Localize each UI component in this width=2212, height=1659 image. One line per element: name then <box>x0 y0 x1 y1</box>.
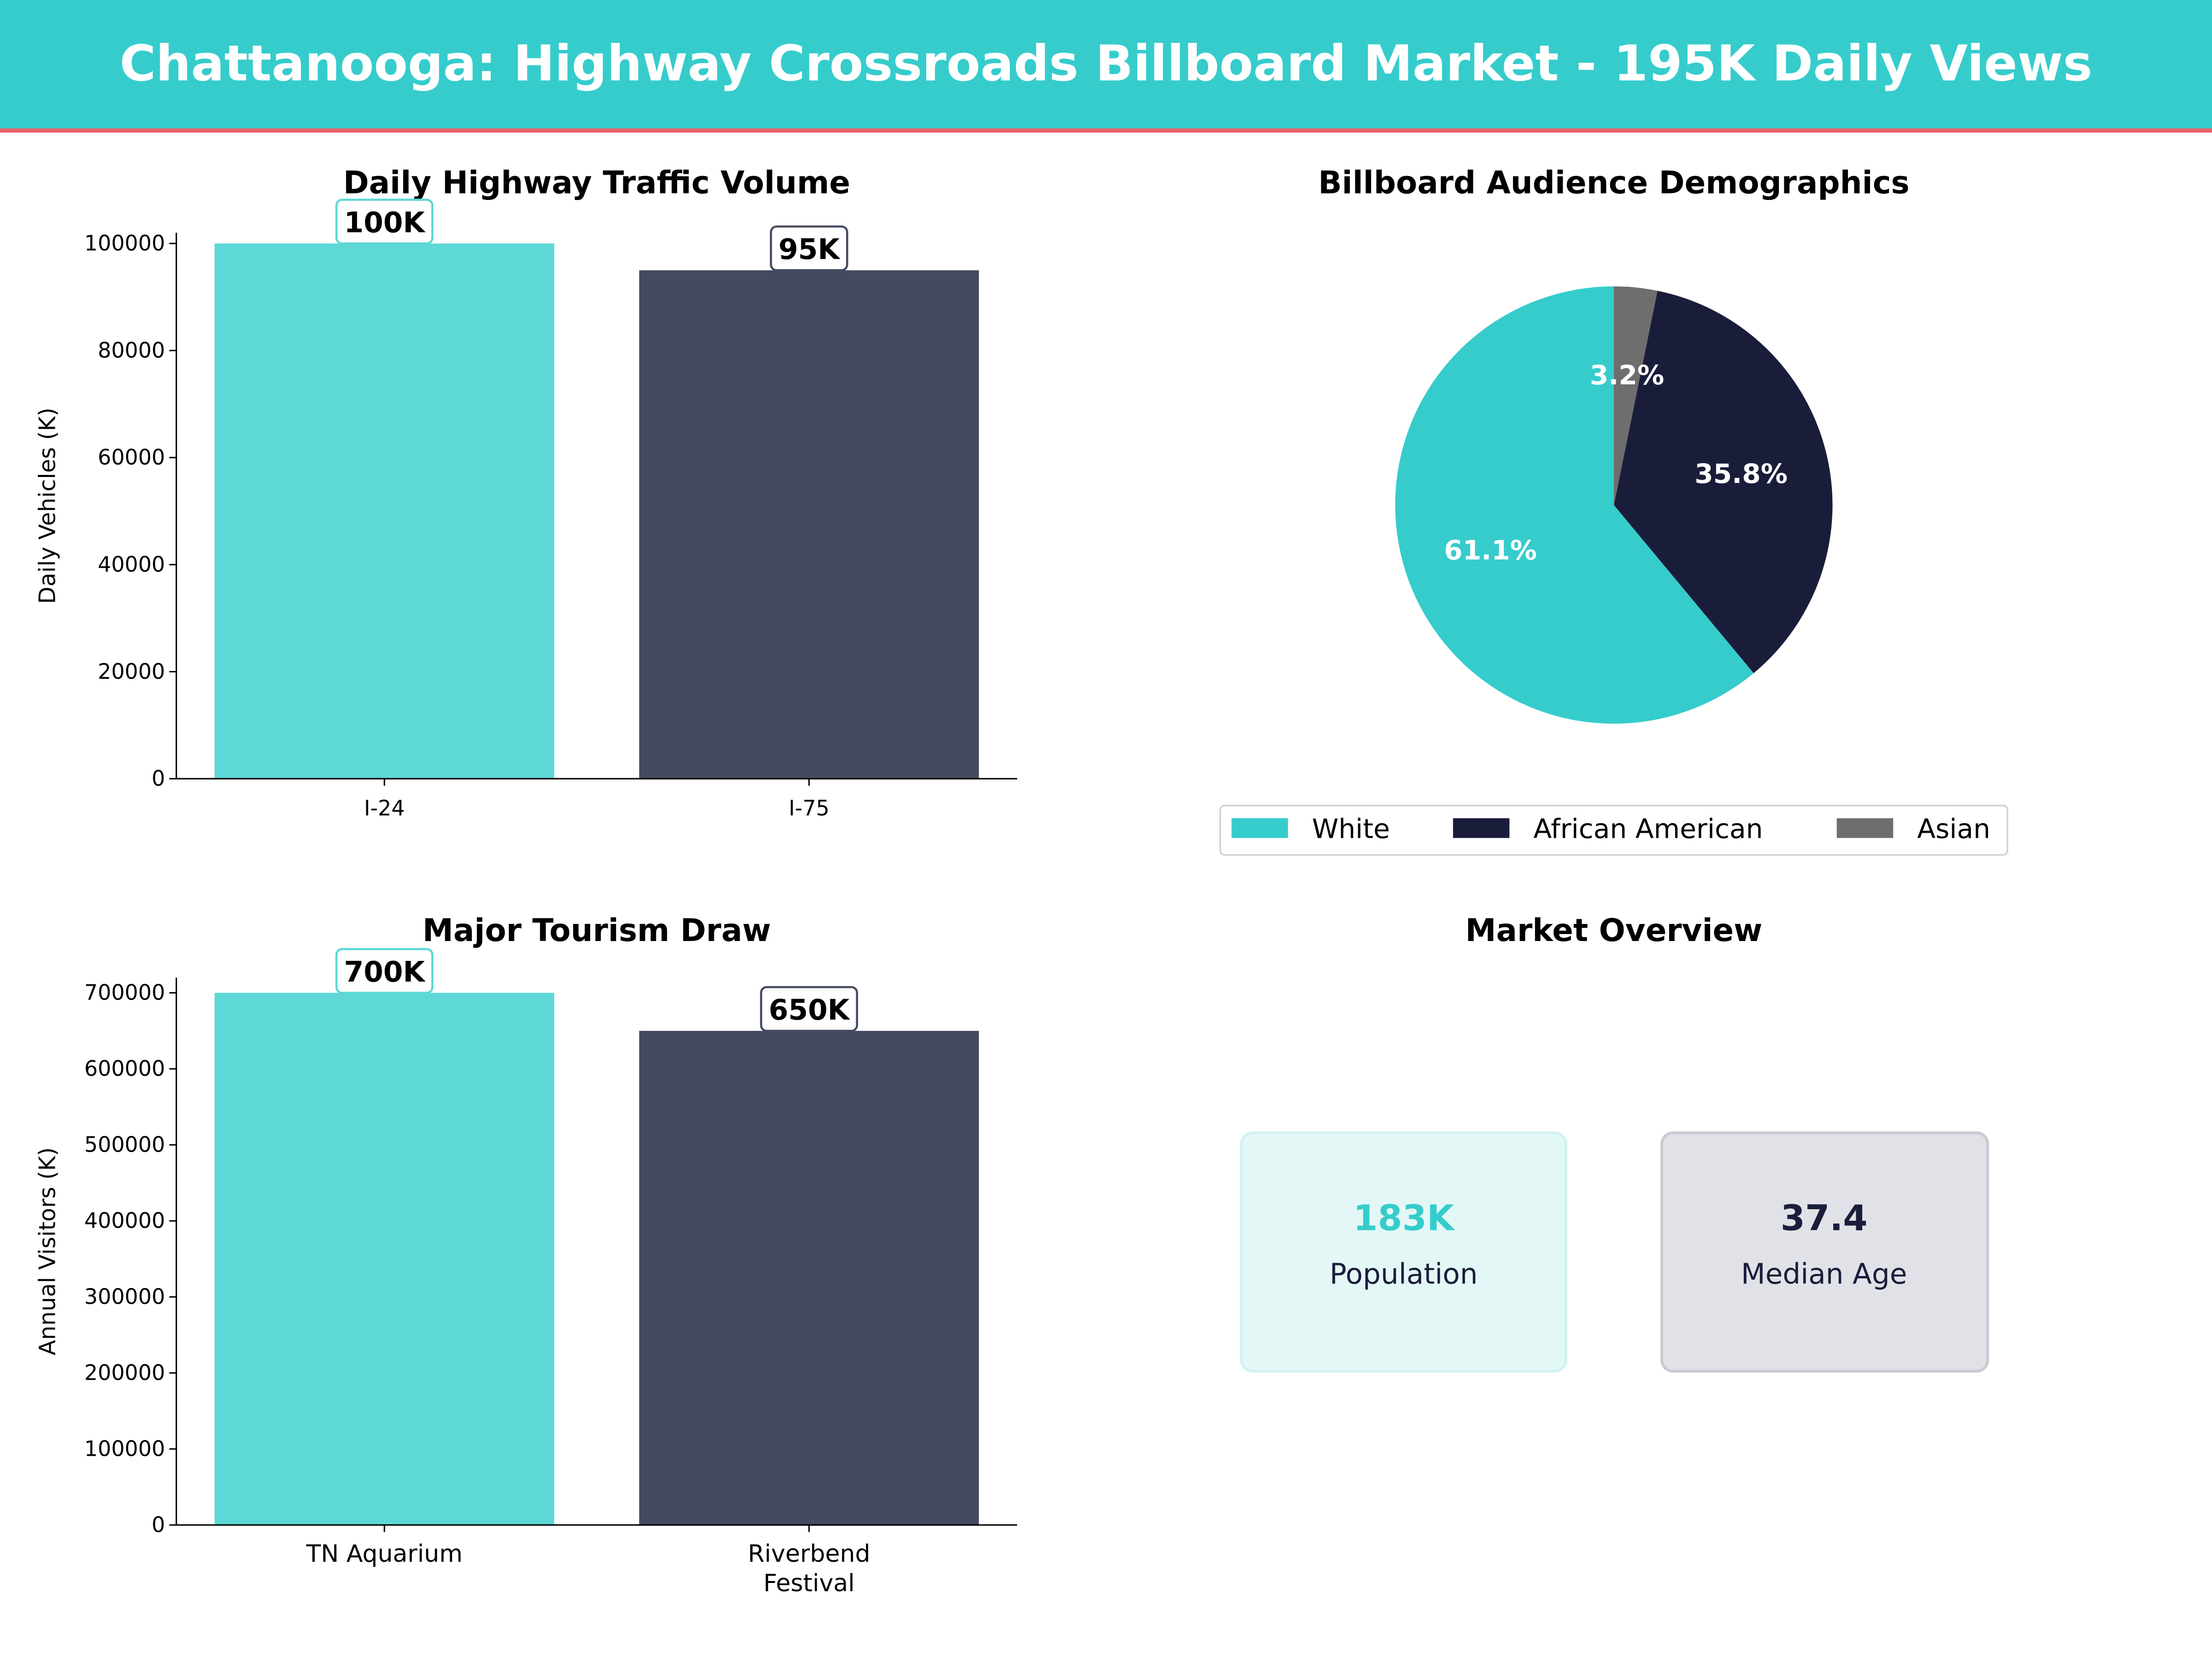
card-bg <box>1660 1131 1989 1373</box>
y-tick-label: 100000 <box>84 1436 165 1461</box>
legend-label: White <box>1312 813 1390 844</box>
y-axis-label: Daily Vehicles (K) <box>34 407 60 604</box>
header-accent-line <box>0 128 2212 133</box>
header-bar <box>0 0 2212 130</box>
bar <box>214 993 554 1525</box>
pie-slice <box>1614 290 1833 673</box>
data-label-box <box>770 225 848 271</box>
bar <box>639 1030 979 1525</box>
page-title: Chattanooga: Highway Crossroads Billboar… <box>120 35 2093 92</box>
y-tick-label: 100000 <box>84 231 165 256</box>
pie-slice <box>1395 286 1754 724</box>
data-label-box <box>760 986 859 1032</box>
legend: White African American Asian <box>1219 805 2008 856</box>
legend-box <box>1219 805 2008 856</box>
median-age-card: 37.4 Median Age <box>1660 1131 1989 1373</box>
x-tick-label: Festival <box>764 1570 855 1597</box>
chart-title: Billboard Audience Demographics <box>1318 164 1909 200</box>
slice-label: 35.8% <box>1694 458 1788 489</box>
chart-title: Major Tourism Draw <box>423 912 771 948</box>
legend-swatch <box>1453 818 1510 838</box>
data-label: 100K <box>344 206 426 239</box>
demographics-pie-chart: Billboard Audience Demographics 61.1% 35.8… <box>1219 164 2008 856</box>
x-tick-label: Riverbend <box>748 1540 871 1568</box>
slice-label: 3.2% <box>1590 359 1664 391</box>
y-tick-label: 500000 <box>84 1132 165 1157</box>
y-tick-label: 400000 <box>84 1208 165 1233</box>
card-label: Population <box>1330 1258 1478 1291</box>
y-tick-label: 0 <box>152 1512 165 1537</box>
y-tick-label: 60000 <box>98 445 165 470</box>
population-card: 183K Population <box>1240 1131 1568 1373</box>
overview-title: Market Overview <box>1465 912 1763 948</box>
y-tick-label: 20000 <box>98 659 165 684</box>
y-tick-label: 0 <box>152 766 165 791</box>
legend-label: African American <box>1534 813 1763 844</box>
y-tick-label: 80000 <box>98 338 165 363</box>
legend-swatch <box>1231 818 1288 838</box>
x-tick-label: TN Aquarium <box>306 1540 463 1568</box>
y-axis-label: Annual Visitors (K) <box>34 1147 60 1355</box>
tourism-bar-chart: Major Tourism Draw 700K TN Aquarium 650K Riv… <box>34 912 1018 1597</box>
bar <box>639 270 979 779</box>
legend-label: Asian <box>1917 813 1990 844</box>
card-bg <box>1240 1131 1568 1373</box>
legend-swatch <box>1836 818 1894 838</box>
x-tick-label: I-24 <box>364 795 405 820</box>
x-tick-label: I-75 <box>788 795 830 820</box>
card-value: 183K <box>1353 1198 1455 1239</box>
y-tick-label: 40000 <box>98 552 165 577</box>
traffic-bar-chart: Daily Highway Traffic Volume 100K I-24 95K I… <box>34 164 1018 820</box>
chart-title: Daily Highway Traffic Volume <box>343 164 850 200</box>
y-tick-label: 700000 <box>84 980 165 1005</box>
pie-slice <box>1614 286 1658 505</box>
card-label: Median Age <box>1741 1258 1907 1291</box>
market-overview: Market Overview 183K Population 37.4 Med… <box>1240 912 1989 1373</box>
data-label: 700K <box>344 956 426 988</box>
y-tick-label: 200000 <box>84 1360 165 1385</box>
card-value: 37.4 <box>1781 1198 1868 1239</box>
bar <box>214 243 554 779</box>
data-label: 95K <box>778 233 841 266</box>
y-tick-label: 600000 <box>84 1056 165 1081</box>
data-label: 650K <box>769 994 851 1026</box>
slice-label: 61.1% <box>1444 535 1537 566</box>
data-label-box <box>335 948 434 994</box>
y-tick-label: 300000 <box>84 1284 165 1309</box>
data-label-box <box>335 199 434 245</box>
